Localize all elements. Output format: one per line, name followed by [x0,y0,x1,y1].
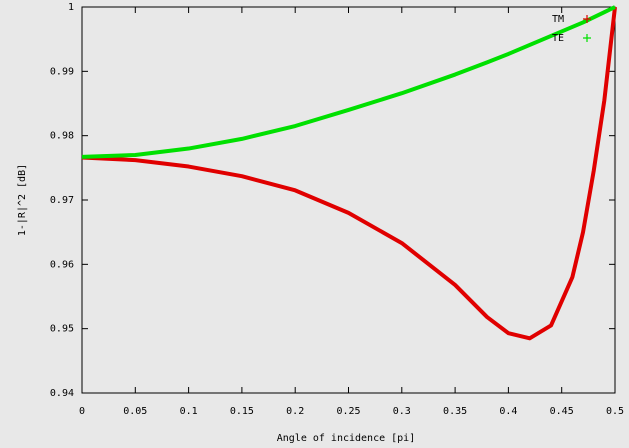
legend-marker [583,34,591,42]
legend-label: TM [552,14,564,25]
x-tick-label: 0.25 [336,406,360,417]
y-tick-label: 0.98 [50,131,74,142]
x-tick-label: 0.1 [180,406,198,417]
x-tick-label: 0 [79,406,85,417]
y-tick-label: 0.95 [50,324,74,335]
y-tick-label: 0.97 [50,195,74,206]
x-tick-label: 0.35 [443,406,467,417]
y-tick-label: 0.99 [50,66,74,77]
y-tick-label: 0.96 [50,259,74,270]
y-tick-label: 0.94 [50,388,74,399]
x-tick-label: 0.5 [606,406,624,417]
legend-marker [583,15,591,23]
x-tick-label: 0.05 [123,406,147,417]
x-tick-label: 0.4 [499,406,517,417]
x-axis-label: Angle of incidence [pi] [277,433,415,444]
y-tick-label: 1 [68,2,74,13]
x-tick-label: 0.15 [230,406,254,417]
x-tick-label: 0.45 [550,406,574,417]
y-axis-label: 1-|R|^2 [dB] [17,164,28,236]
x-tick-label: 0.3 [393,406,411,417]
series-line [81,6,617,341]
series-line [81,5,616,159]
x-tick-label: 0.2 [286,406,304,417]
legend-label: TE [552,33,564,44]
